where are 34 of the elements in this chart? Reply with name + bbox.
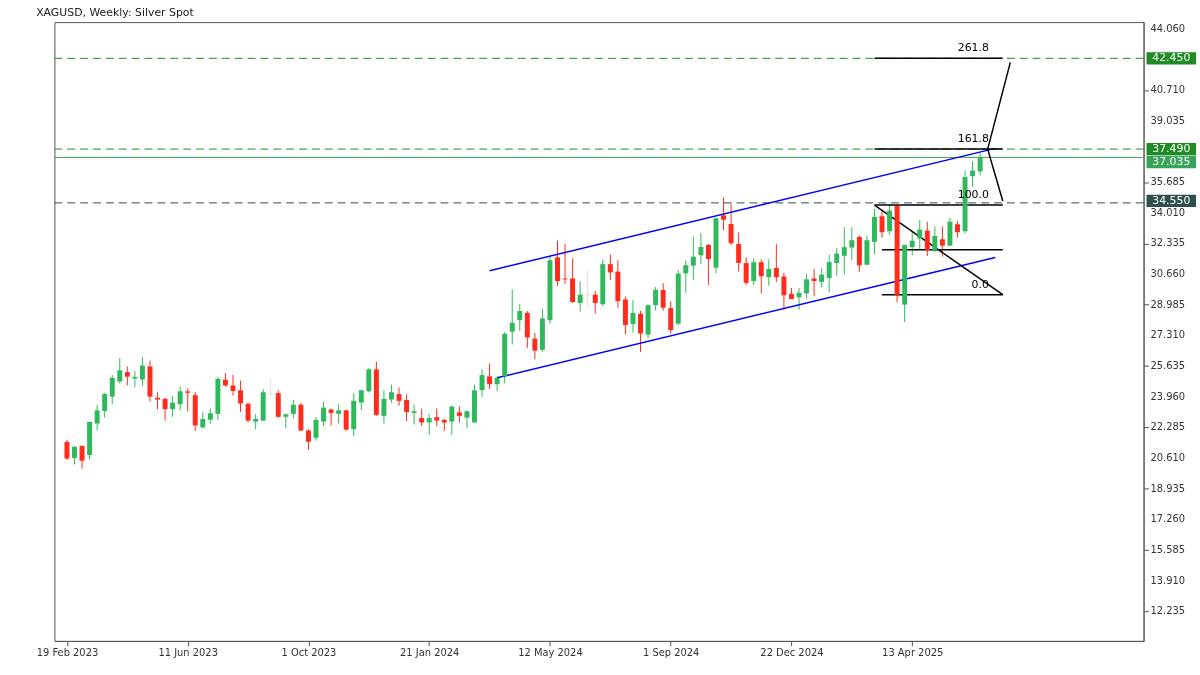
ref-line-label: 42.450 bbox=[1152, 51, 1191, 65]
y-tick-label: 39.035 bbox=[1150, 114, 1186, 126]
y-tick-label: 34.010 bbox=[1150, 206, 1186, 218]
y-tick-label: 15.585 bbox=[1150, 543, 1186, 555]
y-tick-label: 32.335 bbox=[1150, 237, 1186, 249]
x-tick-label: 22 Dec 2024 bbox=[760, 647, 824, 659]
ref-line-label: 37.035 bbox=[1152, 154, 1191, 168]
y-tick-label: 12.235 bbox=[1150, 605, 1186, 617]
y-tick-label: 22.285 bbox=[1150, 421, 1186, 433]
y-tick-label: 30.660 bbox=[1150, 268, 1186, 280]
x-tick-label: 12 May 2024 bbox=[518, 647, 583, 659]
y-tick-label: 13.910 bbox=[1150, 574, 1186, 586]
annotation: 0.0 bbox=[971, 277, 989, 291]
y-tick-label: 25.635 bbox=[1150, 359, 1186, 371]
x-tick-label: 1 Sep 2024 bbox=[643, 647, 700, 659]
x-tick-label: 13 Apr 2025 bbox=[882, 647, 944, 659]
y-tick-label: 40.710 bbox=[1150, 84, 1186, 96]
y-tick-label: 23.960 bbox=[1150, 390, 1186, 402]
x-tick-label: 11 Jun 2023 bbox=[158, 647, 218, 659]
annotation: 161.8 bbox=[957, 132, 989, 146]
y-tick-label: 27.310 bbox=[1150, 329, 1186, 341]
chart-title: XAGUSD, Weekly: Silver Spot bbox=[36, 6, 194, 20]
y-tick-label: 44.060 bbox=[1150, 22, 1186, 34]
y-tick-label: 18.935 bbox=[1150, 482, 1186, 494]
y-tick-label: 28.985 bbox=[1150, 298, 1186, 310]
x-tick-label: 19 Feb 2023 bbox=[36, 647, 99, 659]
y-tick-label: 20.610 bbox=[1150, 451, 1186, 463]
ref-line-label: 34.550 bbox=[1152, 193, 1191, 207]
x-tick-label: 21 Jan 2024 bbox=[400, 647, 460, 659]
y-tick-label: 17.260 bbox=[1150, 513, 1186, 525]
ref-line-label: 37.490 bbox=[1152, 142, 1191, 156]
x-tick-label: 1 Oct 2023 bbox=[281, 647, 337, 659]
y-tick-label: 35.685 bbox=[1150, 176, 1186, 188]
annotation: 261.8 bbox=[957, 41, 989, 55]
